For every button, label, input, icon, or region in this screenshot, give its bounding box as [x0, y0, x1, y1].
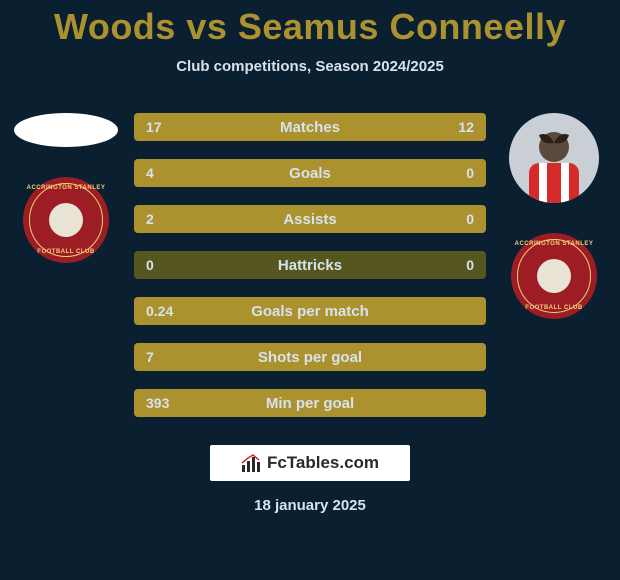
crest-text-top: ACCRINGTON STANLEY [23, 185, 109, 191]
stat-row: 4 Goals 0 [134, 159, 486, 187]
stat-label: Hattricks [278, 257, 342, 274]
stat-label: Goals per match [251, 303, 369, 320]
stat-row: 17 Matches 12 [134, 113, 486, 141]
bar-chart-icon [241, 453, 261, 473]
footer-logo-text: FcTables.com [267, 453, 379, 473]
comparison-row: ACCRINGTON STANLEY FOOTBALL CLUB 17 Match… [0, 113, 620, 417]
left-club-crest: ACCRINGTON STANLEY FOOTBALL CLUB [23, 177, 109, 263]
page-title: Woods vs Seamus Conneelly [54, 6, 566, 48]
stats-table: 17 Matches 12 4 Goals 0 2 Assists 0 0 Hattricks 0 0.… [134, 113, 486, 417]
stat-value-left: 4 [146, 165, 154, 181]
stat-value-right: 0 [466, 165, 474, 181]
stat-value-left: 2 [146, 211, 154, 227]
stat-value-right: 0 [466, 257, 474, 273]
right-club-crest: ACCRINGTON STANLEY FOOTBALL CLUB [511, 233, 597, 319]
stat-value-left: 0 [146, 257, 154, 273]
fctables-logo: FcTables.com [210, 445, 410, 481]
stat-label: Shots per goal [258, 349, 362, 366]
stat-row: 0.24 Goals per match [134, 297, 486, 325]
stat-value-right: 12 [458, 119, 474, 135]
stat-row: 393 Min per goal [134, 389, 486, 417]
right-player-column: ACCRINGTON STANLEY FOOTBALL CLUB [494, 113, 614, 319]
crest-ball-icon [49, 203, 83, 237]
stat-label: Assists [283, 211, 336, 228]
stat-row: 7 Shots per goal [134, 343, 486, 371]
left-player-column: ACCRINGTON STANLEY FOOTBALL CLUB [6, 113, 126, 263]
stat-value-left: 393 [146, 395, 169, 411]
stat-label: Min per goal [266, 395, 354, 412]
player-silhouette-icon [509, 113, 599, 203]
stat-row: 0 Hattricks 0 [134, 251, 486, 279]
crest-text-top: ACCRINGTON STANLEY [511, 241, 597, 247]
right-player-avatar [509, 113, 599, 203]
crest-ball-icon [537, 259, 571, 293]
stat-value-left: 0.24 [146, 303, 173, 319]
crest-text-bottom: FOOTBALL CLUB [511, 305, 597, 311]
left-player-avatar-placeholder [14, 113, 118, 147]
footer-date: 18 january 2025 [254, 497, 366, 514]
stat-value-right: 0 [466, 211, 474, 227]
stat-row: 2 Assists 0 [134, 205, 486, 233]
content-root: Woods vs Seamus Conneelly Club competiti… [0, 0, 620, 580]
crest-text-bottom: FOOTBALL CLUB [23, 249, 109, 255]
stat-label: Matches [280, 119, 340, 136]
page-subtitle: Club competitions, Season 2024/2025 [176, 58, 444, 75]
stat-label: Goals [289, 165, 331, 182]
stat-value-left: 7 [146, 349, 154, 365]
stat-value-left: 17 [146, 119, 162, 135]
